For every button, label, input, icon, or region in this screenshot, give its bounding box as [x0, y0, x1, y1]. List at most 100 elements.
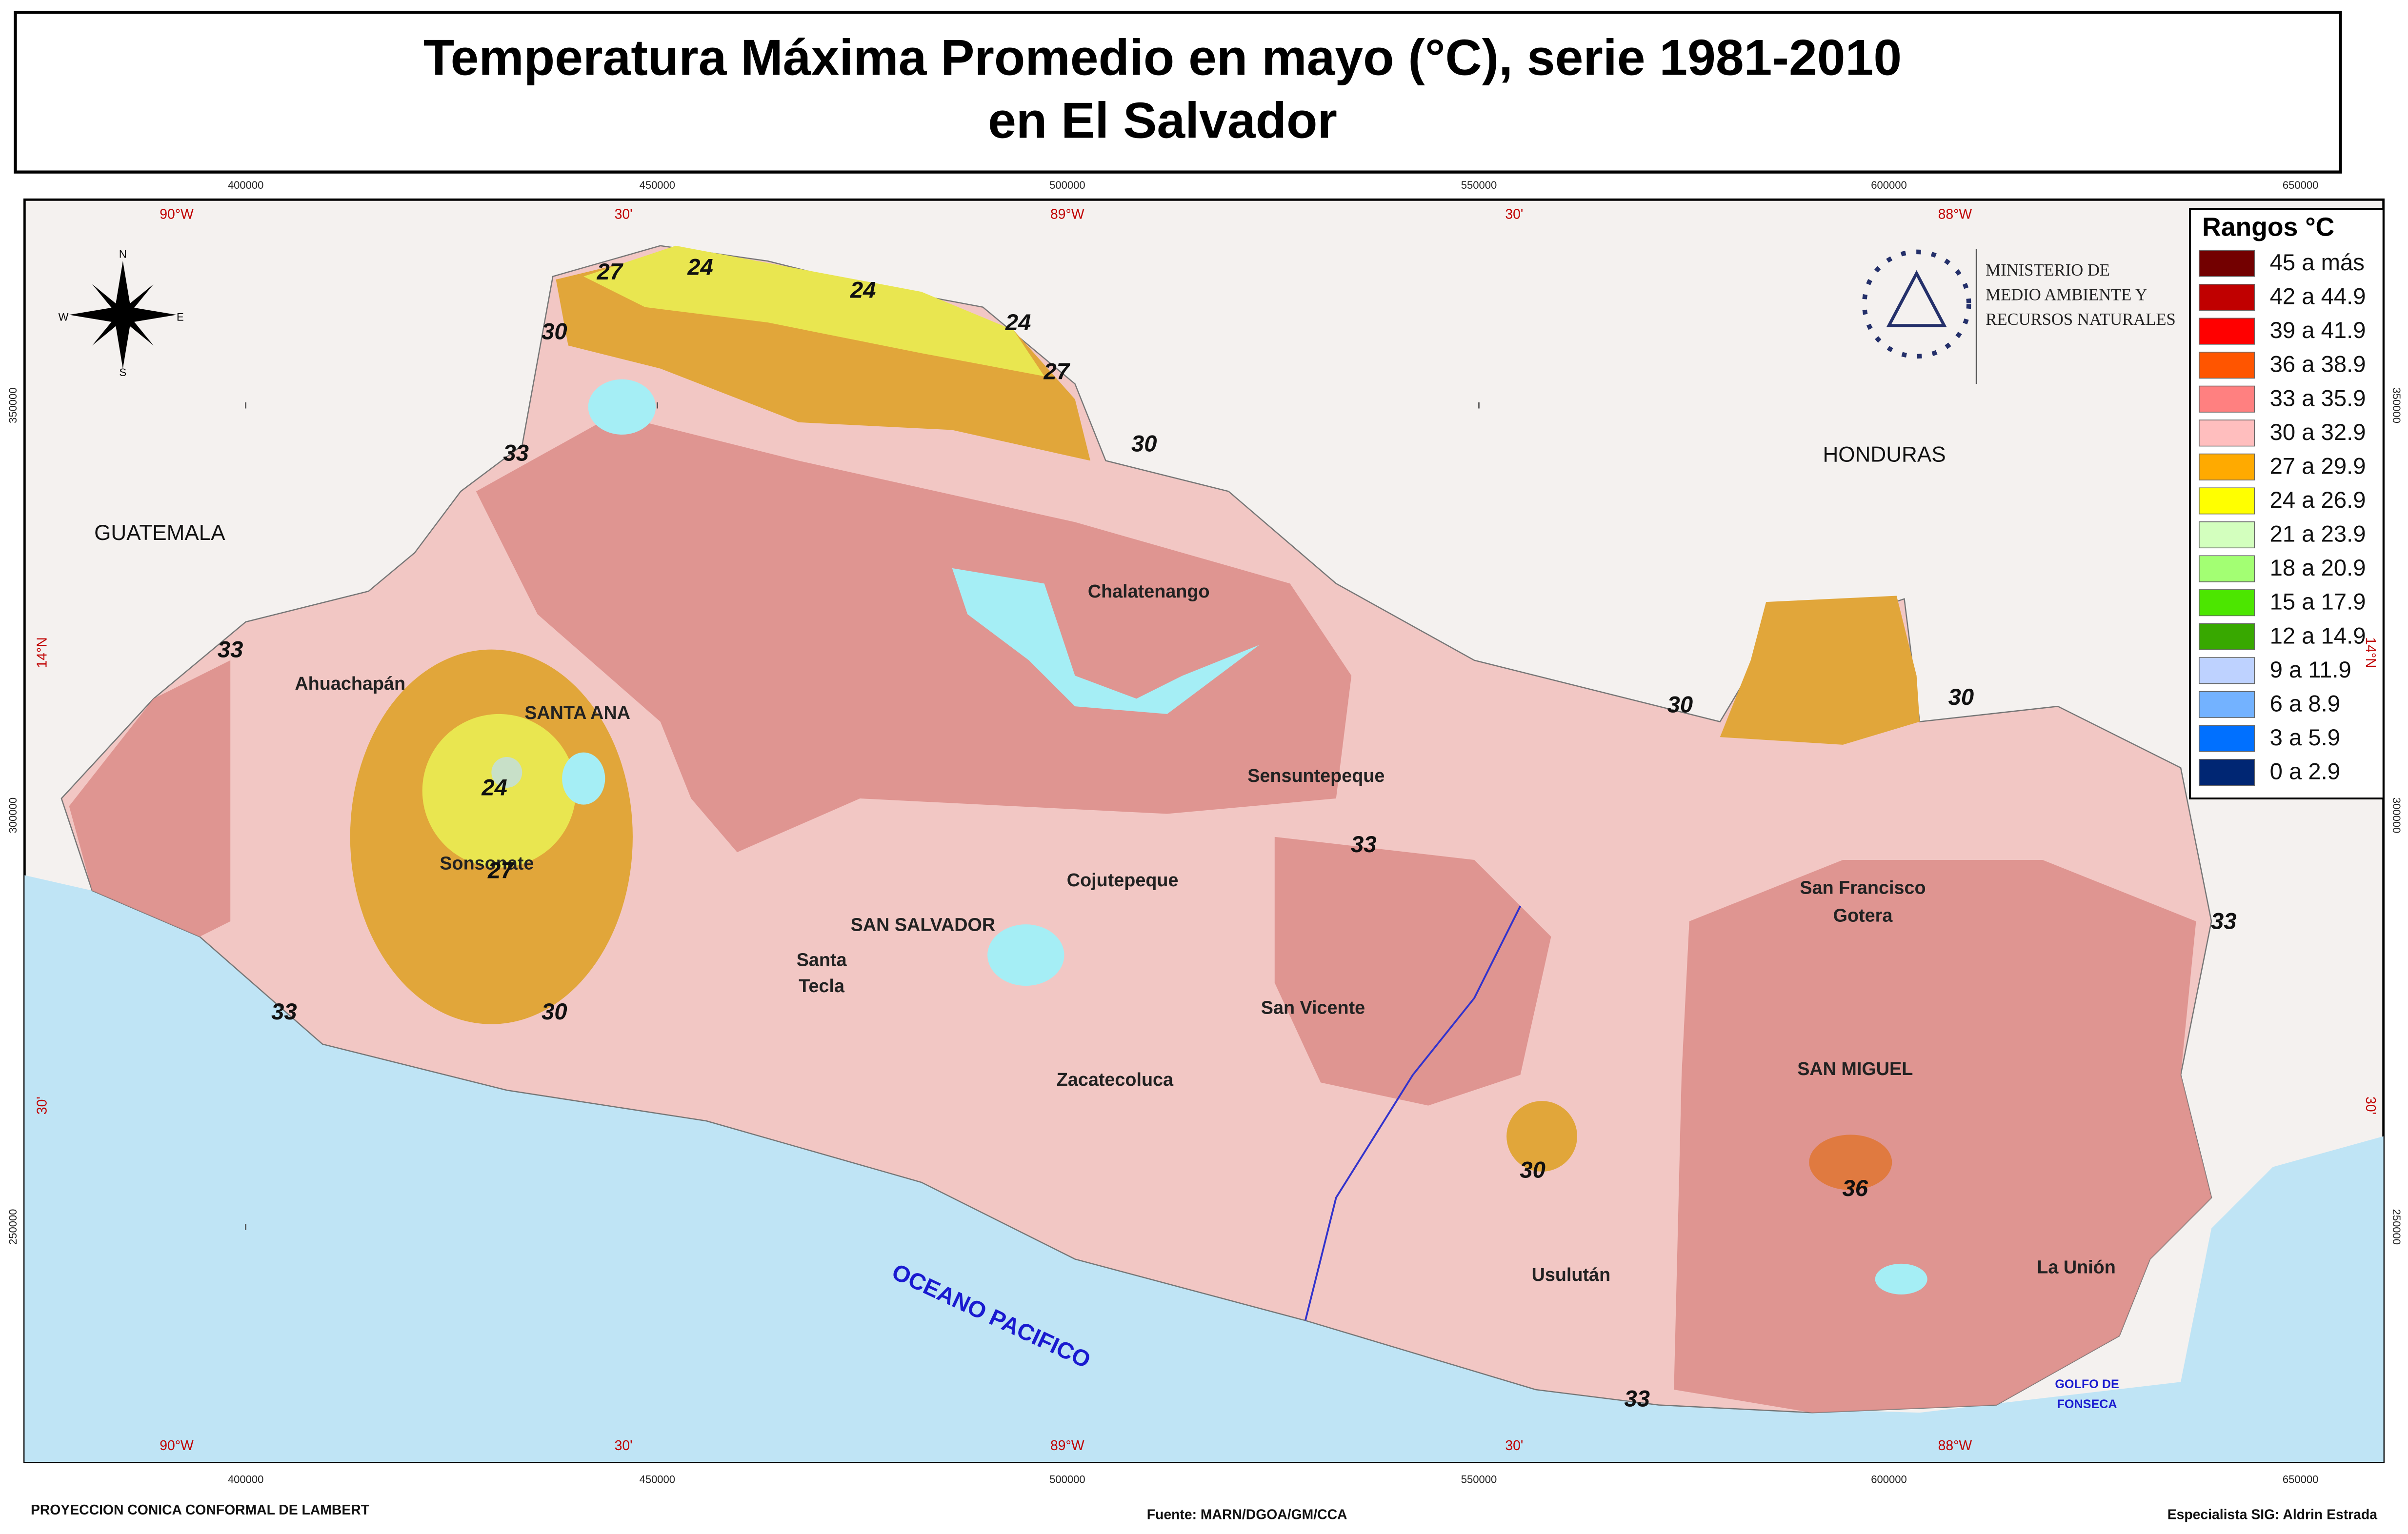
logo-stars	[1862, 249, 1971, 359]
easting-label: 550000	[1461, 1474, 1497, 1486]
longitude-label: 89°W	[1050, 1438, 1084, 1454]
place-label: Chalatenango	[1088, 581, 1210, 602]
compass	[69, 261, 177, 369]
place-label: Sensuntepeque	[1247, 766, 1385, 786]
legend-swatch	[2199, 589, 2255, 617]
compass-label: N	[119, 248, 127, 260]
isoline-label: 27	[487, 858, 515, 884]
title-box	[14, 11, 2342, 174]
zone-24	[422, 714, 576, 868]
title: Temperatura Máxima Promedio en mayo (°C)…	[423, 29, 1902, 86]
ministry-name: MINISTERIO DE	[1986, 261, 2110, 279]
place-label: Ahuachapán	[295, 674, 405, 694]
zone-33	[69, 660, 231, 937]
footer-source: Fuente: MARN/DGOA/GM/CCA	[1147, 1507, 1347, 1523]
compass-arm	[92, 312, 126, 346]
easting-label: 650000	[2283, 1474, 2318, 1486]
legend-label: 9 a 11.9	[2270, 657, 2351, 683]
isoline-label: 30	[1667, 692, 1693, 718]
northing-label: 250000	[7, 1209, 19, 1245]
legend-label: 21 a 23.9	[2270, 521, 2366, 547]
isoline-label: 33	[1624, 1386, 1650, 1412]
compass-arm	[120, 284, 154, 318]
legend-label: 36 a 38.9	[2270, 352, 2366, 378]
zone-33	[1674, 859, 2212, 1413]
longitude-label: 90°W	[160, 1438, 194, 1454]
legend-label: 27 a 29.9	[2270, 453, 2366, 479]
northing-label: 350000	[2390, 387, 2403, 423]
legend-swatch	[2199, 385, 2255, 413]
place-label: Cojutepeque	[1067, 870, 1179, 891]
legend-swatch	[2199, 758, 2255, 786]
zone-21	[491, 757, 522, 788]
place-label: SAN MIGUEL	[1797, 1059, 1913, 1079]
legend-label: 0 a 2.9	[2270, 759, 2340, 785]
longitude-label: 88°W	[1938, 1438, 1972, 1454]
legend-swatch	[2199, 691, 2255, 718]
isoline-label: 33	[2211, 908, 2237, 934]
place-label: Zacatecoluca	[1057, 1070, 1174, 1090]
legend-swatch	[2199, 521, 2255, 549]
zone-27	[1720, 596, 1920, 745]
legend-label: 15 a 17.9	[2270, 589, 2366, 615]
isoline-label: 33	[503, 440, 529, 466]
latitude-label: 14°N	[2363, 637, 2378, 668]
compass-label: S	[119, 366, 126, 379]
place-label: San Vicente	[1261, 997, 1365, 1018]
legend-swatch	[2199, 283, 2255, 311]
footer-author: Especialista SIG: Aldrin Estrada	[2167, 1507, 2378, 1523]
zone-33	[476, 415, 1352, 853]
northing-label: 300000	[2390, 797, 2403, 833]
isoline-label: 33	[271, 999, 297, 1025]
isoline-label: 24	[687, 254, 713, 280]
legend-swatch	[2199, 419, 2255, 447]
longitude-label: 88°W	[1938, 206, 1972, 222]
zone-27	[1506, 1101, 1577, 1172]
isoline-label: 33	[218, 637, 243, 662]
longitude-label: 90°W	[160, 206, 194, 222]
gulf-label: GOLFO DE	[2055, 1377, 2119, 1391]
isoline-label: 27	[1043, 359, 1071, 385]
zone-33	[1274, 837, 1551, 1106]
lake	[1875, 1263, 1927, 1295]
compass-arm	[115, 315, 131, 369]
place-label: SAN SALVADOR	[851, 915, 996, 935]
legend-swatch	[2199, 555, 2255, 582]
isoline-label: 27	[596, 259, 623, 285]
legend-label: 30 a 32.9	[2270, 419, 2366, 445]
compass-arm	[120, 312, 154, 346]
easting-label: 450000	[640, 1474, 675, 1486]
title: en El Salvador	[988, 93, 1337, 149]
logo-triangle	[1886, 270, 1947, 327]
lake	[588, 379, 656, 435]
lake	[952, 568, 1260, 714]
easting-label: 500000	[1049, 1474, 1085, 1486]
legend-label: 24 a 26.9	[2270, 487, 2366, 513]
footer-projection: PROYECCION CONICA CONFORMAL DE LAMBERT	[31, 1502, 369, 1518]
longitude-label: 30'	[615, 1438, 633, 1454]
legend-swatch	[2199, 725, 2255, 752]
place-label: Tecla	[799, 976, 845, 996]
northing-label: 250000	[2390, 1209, 2403, 1245]
gulf-label: FONSECA	[2057, 1397, 2117, 1411]
legend-swatch	[2199, 453, 2255, 480]
zone-24	[583, 245, 1044, 377]
isoline-label: 30	[1520, 1157, 1545, 1183]
isoline-label: 24	[1005, 310, 1031, 336]
legend-swatch	[2199, 623, 2255, 650]
latitude-label: 14°N	[35, 637, 50, 668]
compass-arm	[69, 307, 123, 323]
legend-label: 39 a 41.9	[2270, 318, 2366, 343]
place-label: Gotera	[1833, 905, 1893, 926]
longitude-label: 30'	[615, 206, 633, 222]
ministry-name: MEDIO AMBIENTE Y	[1986, 286, 2147, 304]
legend-title: Rangos °C	[2202, 213, 2334, 241]
place-label: San Francisco	[1800, 878, 1926, 898]
compass-label: W	[59, 311, 69, 323]
easting-label: 500000	[1049, 179, 1085, 191]
legend-swatch	[2199, 657, 2255, 684]
legend-label: 33 a 35.9	[2270, 385, 2366, 411]
isoline-label: 30	[542, 999, 567, 1025]
easting-label: 550000	[1461, 179, 1497, 191]
